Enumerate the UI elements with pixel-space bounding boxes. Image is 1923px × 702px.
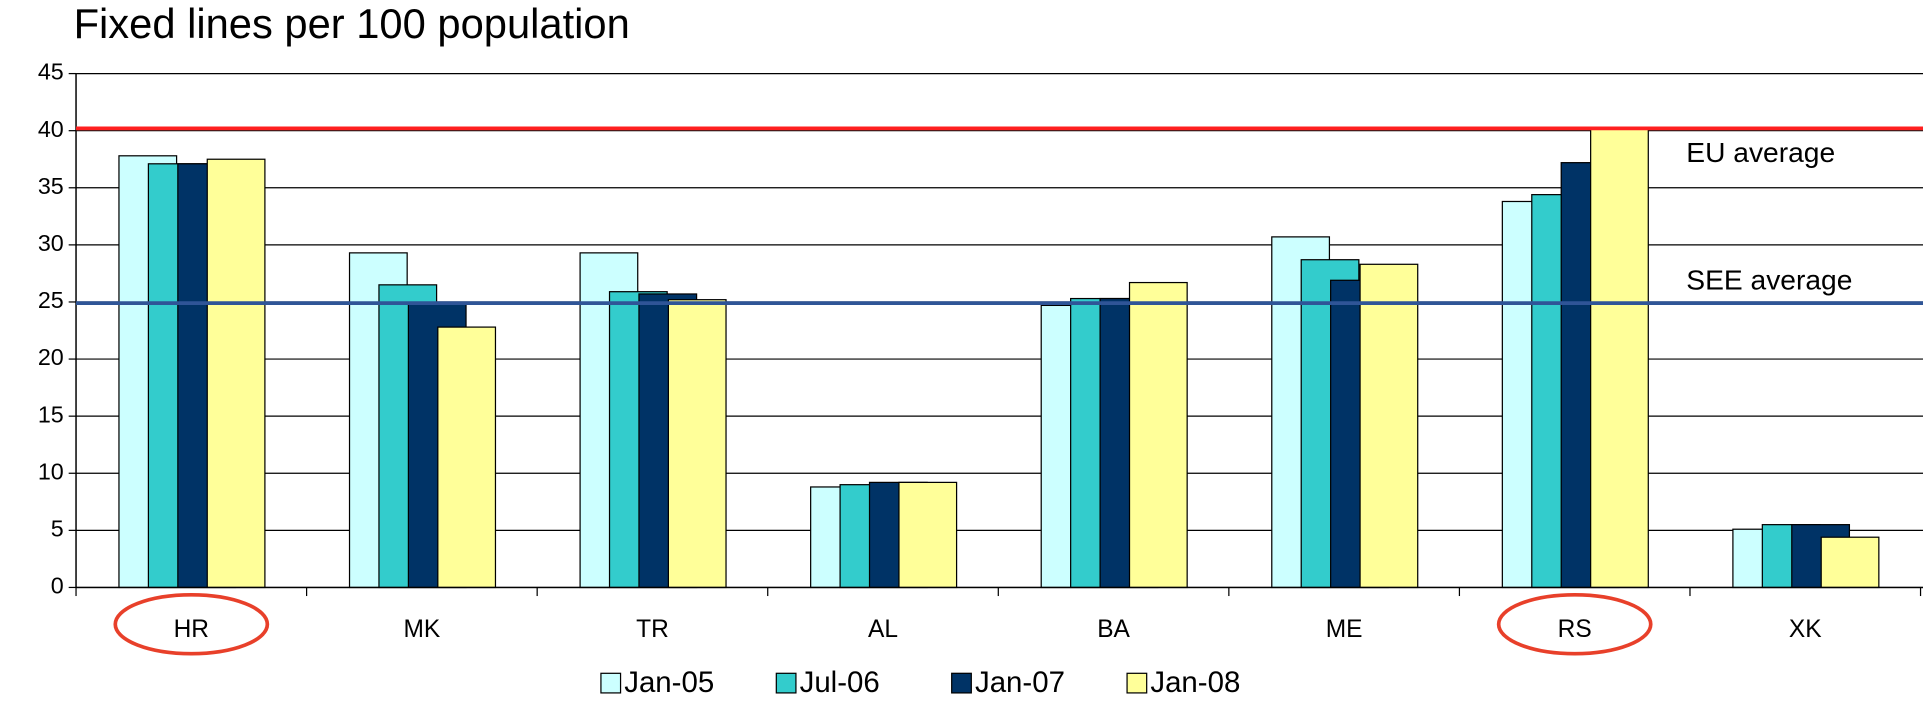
legend-swatch [775, 672, 797, 694]
bar [898, 481, 958, 589]
bar [437, 326, 497, 589]
bar [1590, 127, 1649, 589]
x-tick-label: AL [868, 616, 898, 643]
y-tick-label: 45 [38, 59, 64, 85]
bar [1128, 281, 1188, 589]
y-tick-label: 35 [38, 173, 64, 199]
bar [667, 299, 727, 589]
chart-title: Fixed lines per 100 population [74, 0, 630, 47]
reference-label: SEE average [1686, 264, 1852, 296]
legend-swatch [1126, 672, 1148, 694]
x-tick-label: ME [1326, 616, 1363, 643]
x-tick-label: RS [1558, 616, 1592, 643]
highlight-circle [113, 592, 270, 656]
bar [1820, 536, 1880, 589]
legend-label: Jan-07 [975, 666, 1065, 699]
legend-label: Jan-08 [1150, 666, 1240, 699]
y-tick-label: 25 [38, 287, 64, 313]
x-tick-label: XK [1789, 616, 1822, 643]
x-tick-label: MK [403, 616, 440, 643]
legend-swatch [600, 672, 622, 694]
legend-label: Jul-06 [800, 666, 880, 699]
legend-label: Jan-05 [624, 666, 714, 699]
legend-swatch [951, 672, 972, 694]
bar [206, 158, 266, 589]
x-tick-label: HR [174, 616, 209, 643]
y-tick-label: 0 [51, 573, 64, 599]
highlight-circle [1496, 592, 1653, 656]
y-tick-label: 15 [38, 401, 64, 427]
bar [1359, 263, 1419, 589]
y-tick-label: 40 [38, 116, 64, 142]
x-tick-label: BA [1097, 616, 1130, 643]
y-tick-label: 10 [38, 458, 64, 484]
y-tick-label: 5 [51, 516, 64, 542]
reference-label: EU average [1686, 136, 1835, 168]
y-tick-label: 20 [38, 344, 64, 370]
x-tick-label: TR [636, 616, 669, 643]
y-tick-label: 30 [38, 230, 64, 256]
